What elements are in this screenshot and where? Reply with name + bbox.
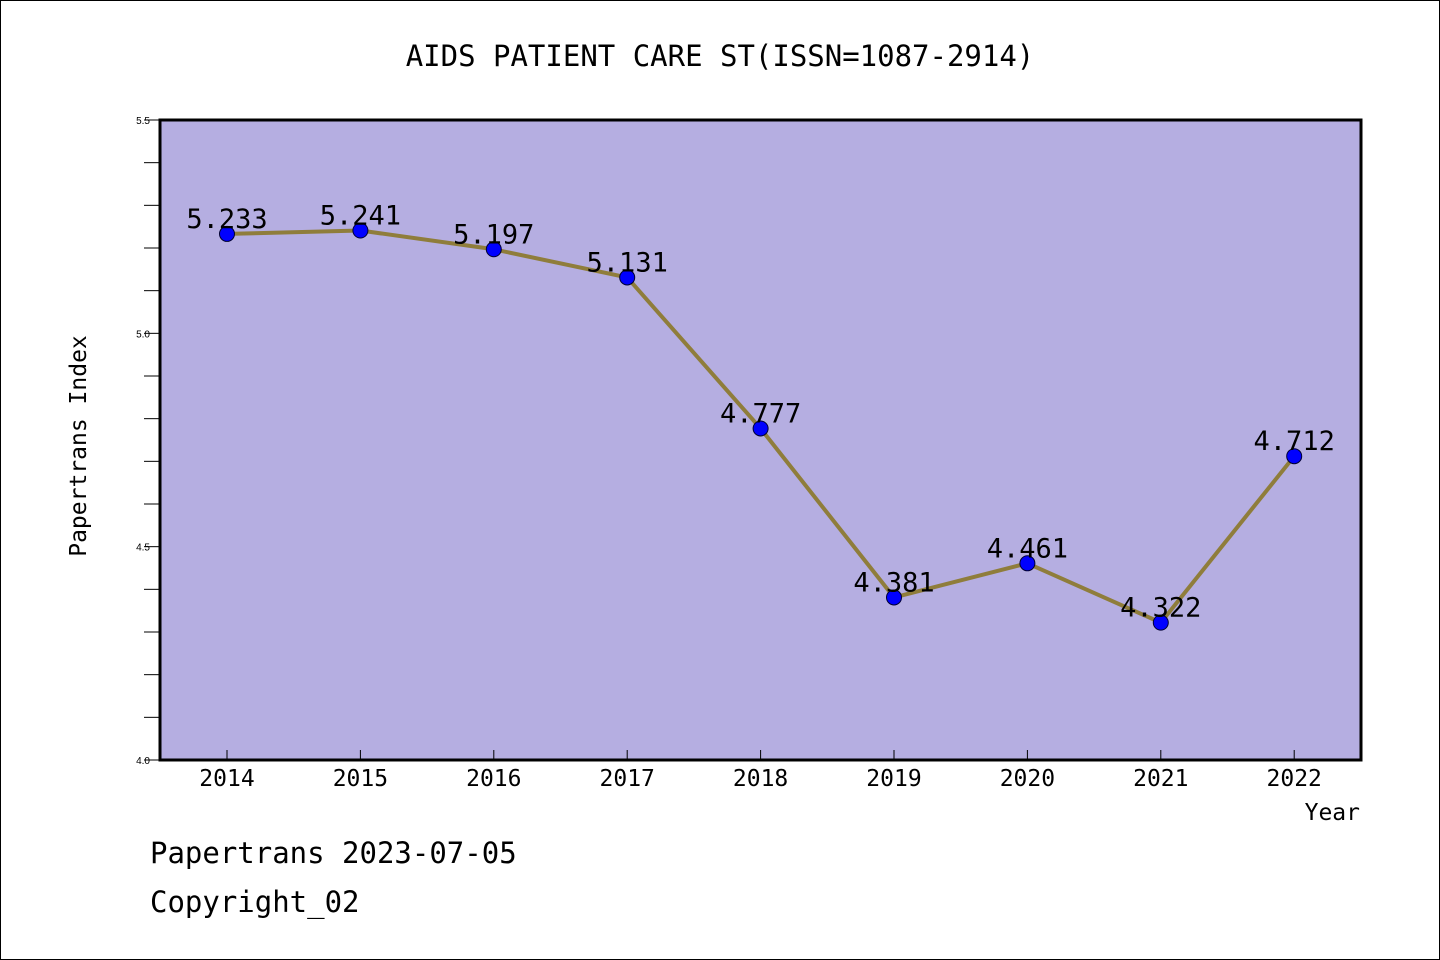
data-point bbox=[1152, 614, 1169, 631]
y-tick-label: 4.0 bbox=[136, 756, 150, 767]
x-tick-label: 2014 bbox=[199, 766, 254, 792]
x-axis: 2014 2015 2016 2017 2018 2019 2020 2021 2022 bbox=[199, 750, 1322, 792]
data-point bbox=[886, 589, 902, 606]
data-label: 4.322 bbox=[1120, 593, 1201, 624]
data-label: 4.712 bbox=[1254, 426, 1335, 457]
data-label: 4.381 bbox=[853, 567, 934, 598]
data-point bbox=[485, 241, 502, 258]
data-point bbox=[1286, 448, 1303, 465]
x-tick-label: 2019 bbox=[866, 766, 921, 792]
y-tick-label: 4.5 bbox=[136, 543, 150, 554]
x-tick-label: 2020 bbox=[1000, 766, 1055, 792]
data-point bbox=[352, 222, 369, 239]
data-label: 5.233 bbox=[186, 204, 267, 235]
x-tick-label: 2016 bbox=[466, 766, 521, 792]
footer-source: Papertrans 2023-07-05 bbox=[150, 836, 517, 870]
x-axis-title: Year bbox=[1305, 800, 1360, 826]
y-axis-title: Papertrans Index bbox=[66, 335, 92, 557]
y-axis: 4.0 4.5 5.0 5.5 bbox=[136, 116, 160, 767]
y-tick-label: 5.0 bbox=[136, 329, 150, 340]
x-tick-label: 2017 bbox=[600, 766, 655, 792]
data-point bbox=[219, 225, 235, 242]
data-labels: 5.233 5.241 5.197 5.131 4.777 4.381 4.461 4.322… bbox=[186, 201, 1334, 624]
x-tick-label: 2021 bbox=[1133, 766, 1188, 792]
x-tick-label: 2018 bbox=[733, 766, 788, 792]
data-label: 5.241 bbox=[320, 201, 401, 232]
data-label: 4.777 bbox=[720, 398, 801, 429]
x-tick-label: 2015 bbox=[333, 766, 388, 792]
chart-title: AIDS PATIENT CARE ST(ISSN=1087-2914) bbox=[406, 39, 1035, 73]
data-label: 4.461 bbox=[987, 533, 1068, 564]
data-point bbox=[752, 420, 769, 437]
data-label: 5.131 bbox=[587, 247, 668, 278]
y-tick-label: 5.5 bbox=[136, 116, 150, 127]
series-layer bbox=[219, 222, 1303, 631]
footer-copyright: Copyright_02 bbox=[150, 885, 360, 919]
data-point bbox=[1019, 555, 1036, 572]
data-point bbox=[619, 269, 636, 286]
x-tick-label: 2022 bbox=[1267, 766, 1322, 792]
data-label: 5.197 bbox=[453, 219, 534, 250]
